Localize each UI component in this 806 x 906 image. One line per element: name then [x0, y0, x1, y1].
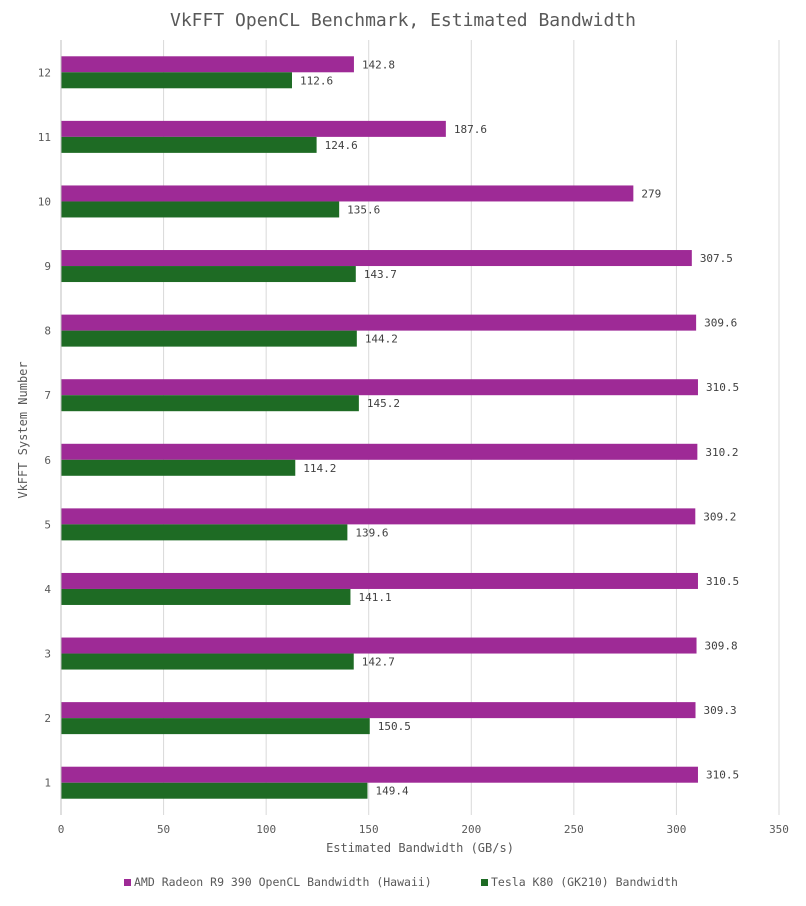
data-label-amd: 279: [641, 187, 661, 200]
data-label-tesla: 114.2: [303, 462, 336, 475]
data-label-tesla: 143.7: [364, 268, 397, 281]
y-tick-label: 8: [44, 325, 51, 338]
bar-tesla: [61, 653, 354, 670]
bar-tesla: [61, 782, 368, 799]
y-tick-label: 11: [38, 131, 51, 144]
x-tick-label: 0: [58, 823, 65, 836]
y-tick-label: 12: [38, 66, 51, 79]
y-tick-label: 2: [44, 712, 51, 725]
bar-tesla: [61, 266, 356, 283]
data-label-tesla: 145.2: [367, 397, 400, 410]
y-tick-label: 7: [44, 389, 51, 402]
x-tick-label: 300: [666, 823, 686, 836]
bar-tesla: [61, 459, 296, 476]
data-label-amd: 309.8: [705, 640, 738, 653]
bar-tesla: [61, 330, 357, 347]
data-label-tesla: 141.1: [358, 591, 391, 604]
data-label-tesla: 144.2: [365, 333, 398, 346]
data-label-amd: 310.5: [706, 381, 739, 394]
data-labels: 310.5 149.4 309.3 150.5 309.8 142.7 310.5 141.1…: [300, 58, 739, 797]
bar-amd: [61, 120, 446, 137]
bar-amd: [61, 508, 696, 525]
bar-amd: [61, 379, 698, 396]
bar-tesla: [61, 136, 317, 153]
bar-tesla: [61, 201, 340, 218]
x-tick-label: 100: [256, 823, 276, 836]
data-label-tesla: 139.6: [355, 526, 388, 539]
data-label-tesla: 149.4: [375, 785, 408, 798]
data-label-amd: 310.5: [706, 575, 739, 588]
x-tick-label: 50: [157, 823, 170, 836]
data-label-tesla: 112.6: [300, 74, 333, 87]
data-label-amd: 142.8: [362, 58, 395, 71]
y-tick-label: 9: [44, 260, 51, 273]
data-label-tesla: 135.6: [347, 203, 380, 216]
bar-amd: [61, 185, 634, 202]
bar-amd: [61, 443, 698, 460]
data-label-tesla: 124.6: [325, 139, 358, 152]
data-label-amd: 310.5: [706, 769, 739, 782]
bars: [61, 56, 698, 799]
y-tick-label: 1: [44, 777, 51, 790]
x-axis-label: Estimated Bandwidth (GB/s): [326, 841, 514, 855]
bar-tesla: [61, 524, 348, 541]
x-tick-label: 200: [461, 823, 481, 836]
bar-amd: [61, 702, 696, 719]
legend: AMD Radeon R9 390 OpenCL Bandwidth (Hawa…: [124, 875, 678, 889]
gridlines: [60, 40, 780, 815]
bar-tesla: [61, 72, 292, 89]
bar-amd: [61, 572, 698, 589]
y-tick-label: 10: [38, 195, 51, 208]
data-label-amd: 187.6: [454, 123, 487, 136]
y-tick-label: 4: [44, 583, 51, 596]
bar-amd: [61, 250, 692, 267]
y-tick-label: 5: [44, 518, 51, 531]
bar-tesla: [61, 395, 359, 412]
data-label-amd: 310.2: [705, 446, 738, 459]
legend-swatch-tesla: [481, 879, 488, 886]
y-tick-label: 3: [44, 648, 51, 661]
data-label-tesla: 150.5: [378, 720, 411, 733]
bar-tesla: [61, 588, 351, 605]
bar-amd: [61, 56, 354, 73]
bar-amd: [61, 314, 697, 331]
legend-swatch-amd: [124, 879, 131, 886]
legend-label-tesla: Tesla K80 (GK210) Bandwidth: [491, 875, 678, 889]
data-label-amd: 309.3: [704, 704, 737, 717]
y-axis-label: VkFFT System Number: [16, 361, 30, 498]
data-label-amd: 309.6: [704, 317, 737, 330]
bar-tesla: [61, 718, 370, 735]
bar-amd: [61, 766, 698, 783]
data-label-amd: 309.2: [703, 510, 736, 523]
chart-title: VkFFT OpenCL Benchmark, Estimated Bandwi…: [170, 10, 636, 31]
y-tick-label: 6: [44, 454, 51, 467]
x-tick-label: 350: [769, 823, 789, 836]
bar-amd: [61, 637, 697, 654]
data-label-tesla: 142.7: [362, 656, 395, 669]
legend-label-amd: AMD Radeon R9 390 OpenCL Bandwidth (Hawa…: [134, 875, 432, 889]
data-label-amd: 307.5: [700, 252, 733, 265]
x-tick-label: 150: [359, 823, 379, 836]
x-tick-label: 250: [564, 823, 584, 836]
